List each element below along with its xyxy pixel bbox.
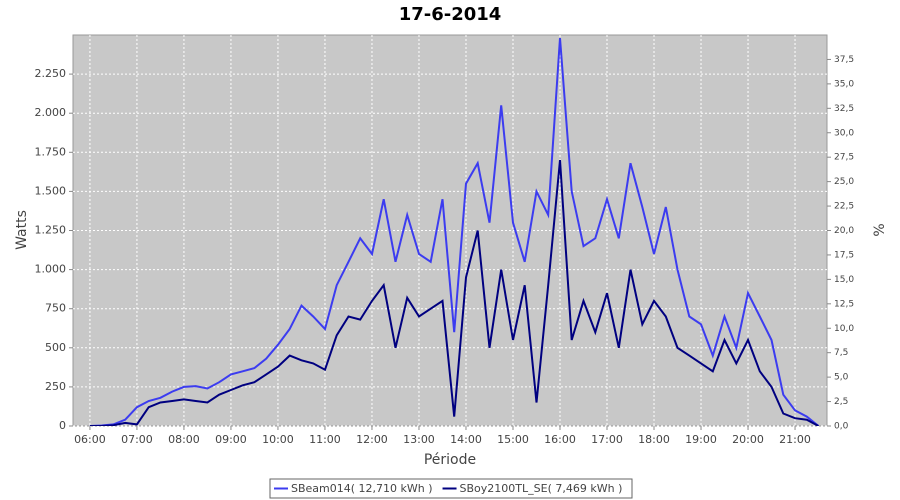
x-tick-label: 21:00 (779, 433, 811, 446)
x-tick-label: 12:00 (356, 433, 388, 446)
x-tick-label: 13:00 (403, 433, 435, 446)
y-tick-label: 1.000 (35, 263, 67, 276)
y2-tick-label: 25,0 (834, 177, 854, 187)
x-tick-label: 16:00 (544, 433, 576, 446)
y2-axis-label: % (872, 223, 888, 236)
y2-tick-label: 7,5 (834, 348, 848, 358)
legend-label: SBoy2100TL_SE( 7,469 kWh ) (460, 482, 623, 495)
x-tick-label: 11:00 (309, 433, 341, 446)
y-tick-label: 750 (45, 302, 66, 315)
y-tick-label: 250 (45, 380, 66, 393)
y2-tick-label: 5,0 (834, 373, 849, 383)
x-tick-label: 08:00 (168, 433, 200, 446)
x-tick-label: 19:00 (685, 433, 717, 446)
y-tick-label: 1.750 (35, 145, 67, 158)
x-tick-label: 14:00 (450, 433, 482, 446)
series-line (89, 160, 819, 426)
y2-tick-label: 20,0 (834, 226, 854, 236)
x-tick-label: 07:00 (121, 433, 153, 446)
series-line (89, 38, 820, 426)
y2-tick-label: 0,0 (834, 422, 849, 432)
x-tick-label: 10:00 (262, 433, 294, 446)
chart-title: 17-6-2014 (399, 4, 502, 25)
y2-tick-label: 17,5 (834, 250, 854, 260)
x-tick-label: 06:00 (74, 433, 106, 446)
y2-tick-label: 22,5 (834, 202, 854, 212)
legend-label: SBeam014( 12,710 kWh ) (291, 482, 433, 495)
x-tick-label: 20:00 (732, 433, 764, 446)
y2-tick-label: 12,5 (834, 299, 854, 309)
x-tick-label: 09:00 (215, 433, 247, 446)
x-tick-label: 15:00 (497, 433, 529, 446)
y2-tick-label: 10,0 (834, 324, 854, 334)
y2-tick-label: 35,0 (834, 79, 854, 89)
y2-tick-label: 2,5 (834, 397, 848, 407)
x-tick-label: 17:00 (591, 433, 623, 446)
y-tick-label: 1.250 (35, 224, 67, 237)
y-axis-label: Watts (14, 210, 30, 250)
y-tick-label: 2.000 (35, 106, 67, 119)
y-tick-label: 2.250 (35, 67, 67, 80)
y2-tick-label: 37,5 (834, 55, 854, 65)
y-tick-label: 500 (45, 341, 66, 354)
y2-tick-label: 27,5 (834, 153, 854, 163)
y2-tick-label: 15,0 (834, 275, 854, 285)
x-axis-label: Période (424, 452, 476, 468)
y-tick-label: 1.500 (35, 184, 67, 197)
x-tick-label: 18:00 (638, 433, 670, 446)
y2-tick-label: 32,5 (834, 104, 854, 114)
y-tick-label: 0 (59, 419, 66, 432)
y2-tick-label: 30,0 (834, 128, 854, 138)
